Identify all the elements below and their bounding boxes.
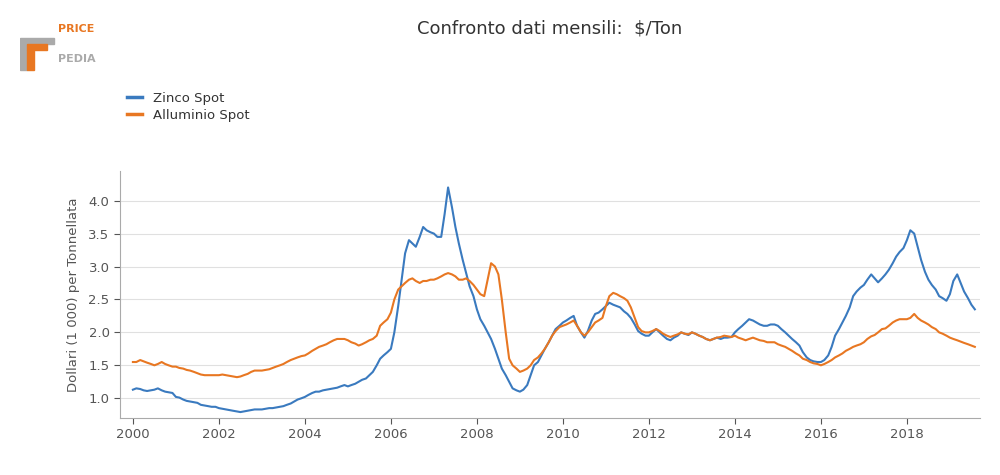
Y-axis label: Dollari (1 000) per Tonnellata: Dollari (1 000) per Tonnellata xyxy=(67,197,80,392)
Text: PRICE: PRICE xyxy=(58,23,94,34)
Bar xyxy=(27,44,47,50)
Text: Confronto dati mensili:  $/Ton: Confronto dati mensili: $/Ton xyxy=(417,19,683,37)
Legend: Zinco Spot, Alluminio Spot: Zinco Spot, Alluminio Spot xyxy=(127,92,250,122)
Bar xyxy=(20,38,54,44)
Bar xyxy=(27,50,34,70)
Bar xyxy=(20,44,27,70)
Text: PEDIA: PEDIA xyxy=(58,54,95,64)
